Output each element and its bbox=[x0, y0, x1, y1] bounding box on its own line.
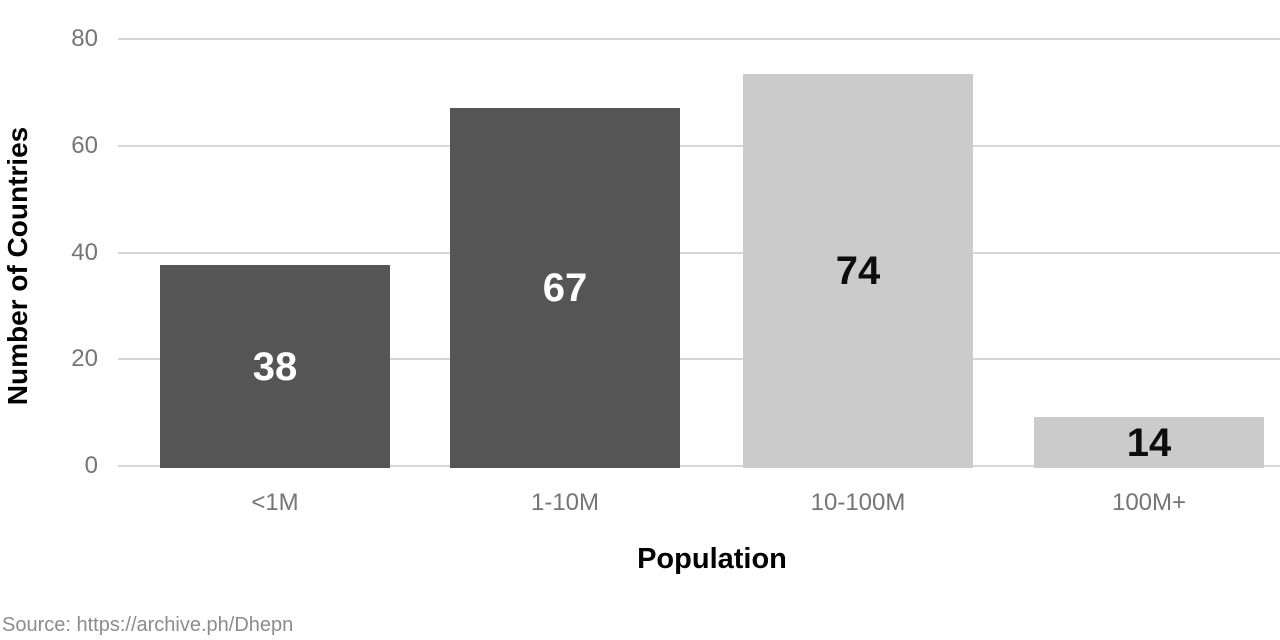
gridline-80 bbox=[118, 38, 1280, 40]
bar-value-label: 67 bbox=[542, 266, 588, 310]
bar-10-100M: 74 bbox=[743, 74, 973, 468]
gridline-40 bbox=[118, 252, 1280, 254]
gridline-20 bbox=[118, 358, 1280, 360]
source-text: Source: https://archive.ph/Dhepn bbox=[2, 614, 294, 636]
bar-<1M: 38 bbox=[160, 265, 390, 468]
x-tick-label-<1M: <1M bbox=[251, 489, 299, 516]
y-tick-label-60: 60 bbox=[71, 132, 98, 159]
y-tick-label-40: 40 bbox=[71, 239, 98, 266]
bar-100M+: 14 bbox=[1034, 417, 1264, 468]
bar-value-label: 38 bbox=[252, 344, 298, 389]
gridline-0 bbox=[118, 465, 1280, 467]
x-tick-label-10-100M: 10-100M bbox=[810, 489, 906, 516]
bar-value-label: 14 bbox=[1126, 420, 1172, 465]
y-tick-label-80: 80 bbox=[71, 25, 98, 52]
x-axis-title: Population bbox=[637, 543, 787, 575]
y-axis-title: Number of Countries bbox=[2, 126, 33, 406]
gridline-60 bbox=[118, 145, 1280, 147]
y-tick-label-0: 0 bbox=[84, 452, 98, 479]
x-tick-label-1-10M: 1-10M bbox=[530, 489, 600, 516]
bar-1-10M: 67 bbox=[450, 108, 680, 468]
x-tick-label-100M+: 100M+ bbox=[1111, 489, 1187, 516]
bar-value-label: 74 bbox=[835, 249, 881, 293]
y-tick-label-20: 20 bbox=[71, 345, 98, 372]
